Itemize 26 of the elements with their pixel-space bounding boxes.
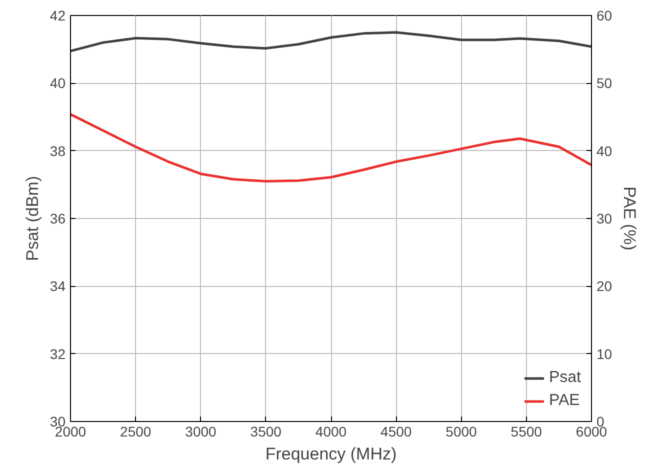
y2-axis-title: PAE (%): [620, 186, 640, 250]
y-tick-label: 34: [50, 278, 66, 294]
y2-tick-label: 40: [596, 142, 612, 159]
x-tick-label: 4500: [380, 424, 412, 440]
x-axis-title: Frequency (MHz): [265, 444, 397, 464]
y2-tick-label: 50: [596, 75, 612, 92]
y-tick-label: 42: [50, 8, 66, 24]
line-series: [70, 31, 592, 52]
x-tick-label: 5500: [510, 424, 542, 440]
x-tick-label: 2500: [120, 424, 152, 440]
x-tick-label: 5000: [446, 424, 478, 440]
y-tick-label: 32: [50, 346, 66, 362]
x-tick-label: 4000: [315, 424, 347, 440]
y-axis-title: Psat (dBm): [22, 176, 42, 262]
y2-tick-label: 10: [596, 346, 612, 362]
x-tick-label: 3500: [250, 424, 282, 440]
legend-label: Psat: [548, 369, 581, 387]
y-tick-label: 38: [50, 142, 66, 159]
y2-tick-label: 30: [596, 210, 612, 226]
y2-tick-label: 60: [596, 8, 612, 24]
y-tick-label: 40: [50, 75, 66, 92]
x-tick-label: 3000: [185, 424, 217, 440]
legend-label: PAE: [548, 392, 580, 410]
y-tick-label: 36: [50, 210, 66, 226]
line-series: [70, 113, 592, 183]
y2-tick-label: 20: [596, 278, 612, 294]
